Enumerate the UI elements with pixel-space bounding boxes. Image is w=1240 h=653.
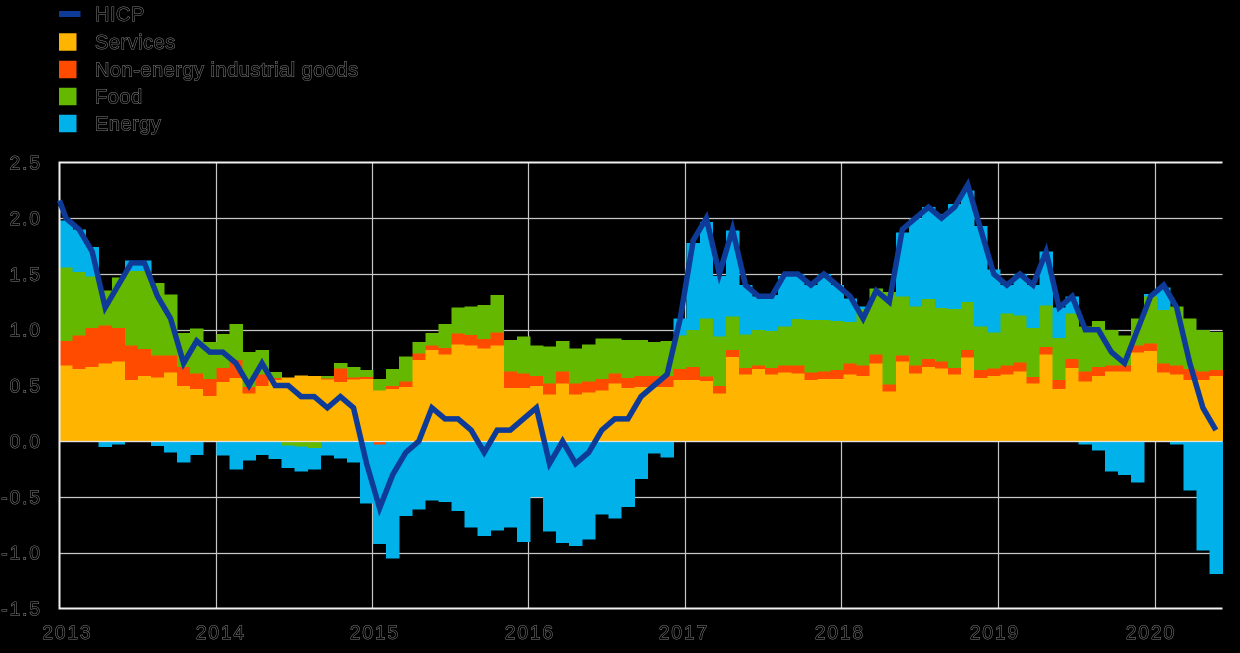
svg-text:2013: 2013 bbox=[42, 623, 92, 644]
svg-text:2.0: 2.0 bbox=[10, 209, 42, 230]
svg-text:-1.5: -1.5 bbox=[1, 599, 42, 620]
svg-text:0.5: 0.5 bbox=[10, 376, 42, 397]
svg-text:2018: 2018 bbox=[815, 623, 865, 644]
svg-text:2017: 2017 bbox=[659, 623, 709, 644]
svg-text:2016: 2016 bbox=[505, 623, 555, 644]
svg-text:Food: Food bbox=[95, 87, 143, 109]
svg-text:2.5: 2.5 bbox=[10, 153, 42, 174]
svg-text:2015: 2015 bbox=[350, 623, 400, 644]
svg-text:1.0: 1.0 bbox=[10, 321, 42, 342]
svg-text:0.0: 0.0 bbox=[10, 432, 42, 453]
svg-text:Non-energy industrial goods: Non-energy industrial goods bbox=[95, 60, 359, 82]
svg-text:2014: 2014 bbox=[196, 623, 246, 644]
svg-text:Services: Services bbox=[95, 32, 176, 54]
svg-text:Energy: Energy bbox=[95, 114, 161, 136]
svg-text:2020: 2020 bbox=[1126, 623, 1176, 644]
svg-text:HICP: HICP bbox=[95, 4, 145, 26]
svg-text:1.5: 1.5 bbox=[10, 265, 42, 286]
svg-text:-1.0: -1.0 bbox=[1, 544, 42, 565]
svg-text:-0.5: -0.5 bbox=[1, 488, 42, 509]
svg-text:2019: 2019 bbox=[970, 623, 1020, 644]
